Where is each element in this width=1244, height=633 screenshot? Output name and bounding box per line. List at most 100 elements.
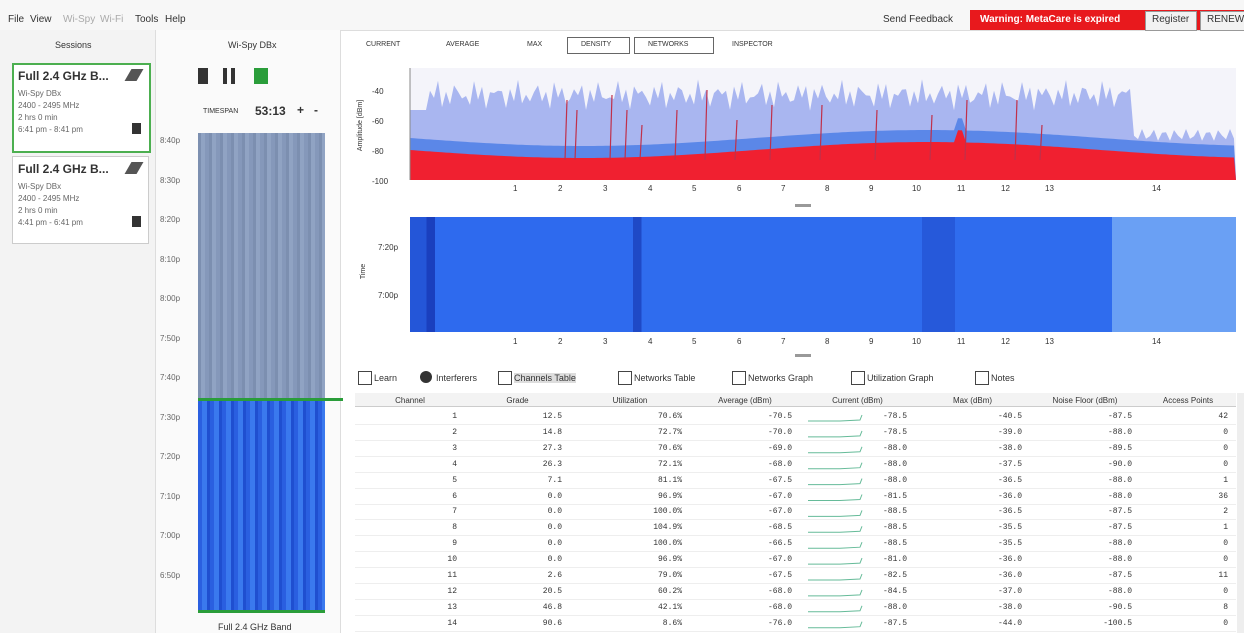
column-header[interactable]: Max (dBm)	[952, 396, 993, 405]
column-header[interactable]: Channel	[395, 396, 425, 405]
column-header[interactable]: Average (dBm)	[718, 396, 772, 405]
x-tick-label: 11	[957, 337, 966, 346]
tab-label[interactable]: Utilization Graph	[867, 373, 934, 383]
table-cell: -36.0	[997, 491, 1022, 501]
table-cell: 0	[1223, 459, 1228, 469]
column-header[interactable]: Grade	[506, 396, 529, 405]
table-cell: -69.0	[767, 443, 792, 453]
selection-top	[198, 398, 343, 401]
spectrum-spike	[624, 109, 628, 161]
x-tick-label: 12	[1001, 184, 1010, 193]
table-cell: 0	[1223, 555, 1228, 565]
tab-label[interactable]: Networks Graph	[748, 373, 814, 383]
tab-icon[interactable]	[358, 371, 372, 385]
waterfall-history	[198, 133, 325, 400]
tab-label[interactable]: Learn	[374, 373, 398, 383]
register-btn[interactable]	[1145, 11, 1197, 31]
table-cell: -76.0	[767, 618, 792, 628]
spectrum-spike	[674, 109, 678, 161]
table-cell: -88.0	[1107, 475, 1132, 485]
zoom-in[interactable]: +	[297, 103, 305, 117]
tab-icon[interactable]	[975, 371, 989, 385]
tab-icon[interactable]	[851, 371, 865, 385]
zoom-out[interactable]: -	[314, 103, 318, 117]
table-cell: 8.6%	[662, 618, 682, 628]
splitter[interactable]	[795, 204, 811, 207]
renew-label[interactable]: RENEW	[1207, 14, 1244, 25]
column-header[interactable]: Utilization	[612, 396, 648, 405]
session-device: Wi-Spy DBx	[18, 182, 62, 191]
renew-btn[interactable]	[1200, 11, 1244, 31]
tab-icon[interactable]	[618, 371, 632, 385]
table-cell: 0	[1223, 427, 1228, 437]
table-cell: -36.5	[997, 475, 1022, 485]
table-row	[355, 600, 1236, 616]
time-label: 7:10p	[160, 491, 181, 501]
current-sparkline	[808, 462, 863, 470]
delete-icon[interactable]	[132, 216, 141, 227]
toolbar-label[interactable]: DENSITY	[581, 41, 612, 48]
session-range: 2400 - 2495 MHz	[18, 101, 80, 110]
column-header[interactable]: Current (dBm)	[832, 396, 883, 405]
splitter[interactable]	[795, 354, 811, 357]
toolbar-button[interactable]	[567, 37, 630, 54]
transport-controls[interactable]	[198, 68, 323, 84]
spectrum-spike	[574, 109, 578, 161]
toolbar-label[interactable]: MAX	[527, 41, 543, 48]
table-cell: -78.5	[882, 412, 907, 421]
menu-item[interactable]: Tools	[135, 14, 159, 25]
table-cell: -36.0	[997, 555, 1022, 565]
table-row	[355, 536, 1236, 553]
current-sparkline	[808, 526, 863, 533]
table-cell: 12	[447, 586, 457, 596]
table-cell: 12.5	[542, 412, 562, 421]
toolbar-button[interactable]	[634, 37, 714, 54]
time-label: 8:10p	[160, 254, 181, 264]
time-label: 7:20p	[378, 243, 399, 252]
x-tick-label: 13	[1045, 184, 1054, 193]
menu-item[interactable]: View	[30, 14, 52, 25]
current-sparkline	[808, 414, 863, 422]
table-cell: -88.5	[882, 507, 907, 517]
tab-icon[interactable]	[732, 371, 746, 385]
spectrum-spike	[929, 114, 933, 161]
toolbar-label[interactable]: AVERAGE	[446, 41, 480, 48]
toolbar-label[interactable]: CURRENT	[366, 41, 401, 48]
table-cell: -88.0	[1107, 539, 1132, 549]
tab-label[interactable]: Channels Table	[514, 373, 576, 383]
x-tick-label: 7	[781, 337, 786, 346]
table-cell: 42.1%	[657, 602, 682, 612]
panel-title: Wi-Spy DBx	[228, 40, 277, 50]
send-feedback[interactable]: Send Feedback	[883, 14, 954, 25]
menu-item[interactable]: File	[8, 14, 25, 25]
register-label[interactable]: Register	[1152, 14, 1190, 25]
tab-label[interactable]: Notes	[991, 373, 1015, 383]
toolbar-label[interactable]: INSPECTOR	[732, 41, 773, 48]
delete-icon[interactable]	[132, 123, 141, 134]
column-header[interactable]: Access Points	[1162, 396, 1214, 405]
menu-item[interactable]: Wi-Spy	[63, 14, 96, 25]
toolbar-label[interactable]: NETWORKS	[648, 41, 689, 48]
current-sparkline	[808, 573, 863, 581]
table-cell: 7	[452, 507, 457, 517]
session-duration: 2 hrs 0 min	[18, 206, 58, 215]
tab-icon[interactable]	[498, 371, 512, 385]
table-cell: -88.0	[882, 475, 907, 485]
timespan-value: 53:13	[255, 104, 286, 118]
table-cell: 100.0%	[653, 507, 682, 517]
column-header[interactable]: Noise Floor (dBm)	[1052, 396, 1118, 405]
current-sparkline	[808, 621, 863, 629]
tab-label[interactable]: Interferers	[436, 373, 478, 383]
menu-item[interactable]: Wi-Fi	[100, 14, 124, 25]
table-cell: 81.1%	[657, 475, 682, 485]
table-cell: 0.0	[547, 539, 562, 549]
table-cell: 72.7%	[657, 427, 682, 437]
tab-label[interactable]: Networks Table	[634, 373, 696, 383]
table-cell: 13	[447, 602, 457, 612]
menu-item[interactable]: Help	[165, 14, 186, 25]
table-cell: -38.0	[997, 443, 1022, 453]
tab-icon[interactable]	[420, 371, 432, 383]
time-label: 6:50p	[160, 570, 181, 580]
table-cell: 70.6%	[657, 443, 682, 453]
